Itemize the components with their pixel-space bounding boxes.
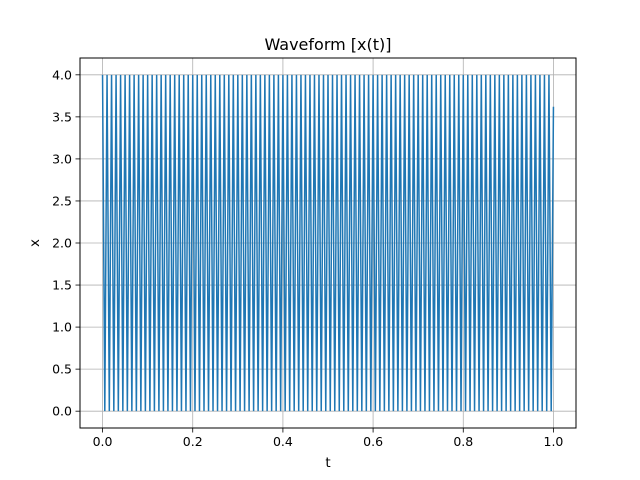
y-axis: 0.0 0.5 1.0 1.5 2.0 2.5 3.0 3.5 4.0 (52, 67, 80, 419)
y-tick-label: 1.5 (52, 278, 72, 293)
y-tick-label: 2.0 (52, 236, 72, 251)
y-tick-label: 4.0 (52, 67, 72, 82)
x-tick-label: 1.0 (544, 434, 564, 449)
waveform-line (101, 74, 555, 412)
x-tick-label: 0.2 (183, 434, 203, 449)
chart-title: Waveform [x(t)] (264, 35, 391, 54)
x-axis-label: t (325, 455, 330, 471)
y-tick-label: 1.0 (52, 320, 72, 335)
y-tick-label: 3.0 (52, 151, 72, 166)
x-tick-label: 0.4 (273, 434, 293, 449)
x-tick-label: 0.8 (453, 434, 473, 449)
y-axis-label: x (27, 239, 43, 247)
y-tick-label: 0.5 (52, 362, 72, 377)
x-axis: 0.0 0.2 0.4 0.6 0.8 1.0 (93, 428, 564, 449)
y-tick-label: 0.0 (52, 404, 72, 419)
x-tick-label: 0.6 (363, 434, 383, 449)
y-tick-label: 2.5 (52, 193, 72, 208)
x-tick-label: 0.0 (93, 434, 113, 449)
y-tick-label: 3.5 (52, 109, 72, 124)
series-waveform (101, 74, 555, 412)
